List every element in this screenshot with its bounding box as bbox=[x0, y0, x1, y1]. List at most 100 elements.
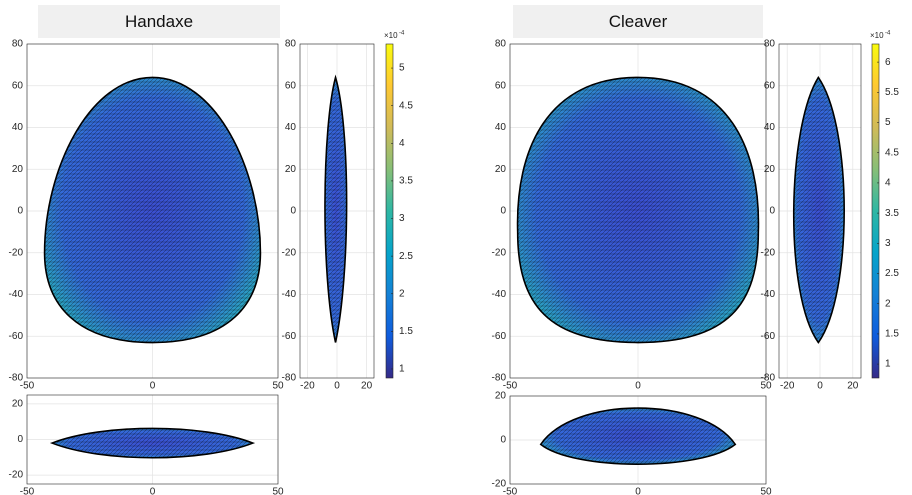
colorbar-tick-label: 5 bbox=[885, 117, 891, 128]
colorbar-tick-label: 3 bbox=[885, 238, 891, 249]
multiplier-exponent: -4 bbox=[885, 31, 891, 37]
x-tick-label: 20 bbox=[361, 381, 373, 392]
colorbar-tick-label: 2 bbox=[885, 298, 891, 309]
x-tick-label: -50 bbox=[503, 381, 518, 392]
y-tick-label: 60 bbox=[764, 80, 776, 91]
mesh-lines bbox=[324, 74, 348, 343]
colorbar-tick-label: 2 bbox=[399, 288, 405, 299]
colorbar-tick-label: 6 bbox=[885, 57, 891, 68]
y-tick-label: -60 bbox=[282, 331, 297, 342]
x-tick-label: -20 bbox=[300, 381, 315, 392]
panel-title: Cleaver bbox=[609, 12, 668, 31]
y-tick-label: -40 bbox=[282, 289, 297, 300]
y-tick-label: -20 bbox=[9, 470, 24, 481]
axes-frame bbox=[509, 395, 767, 485]
x-tick-label: 0 bbox=[817, 381, 823, 392]
x-tick-label: 50 bbox=[760, 487, 772, 495]
y-tick-label: 0 bbox=[17, 434, 23, 445]
colorbar-tick-label: 4.5 bbox=[885, 147, 899, 158]
colorbar bbox=[871, 43, 880, 379]
y-tick-label: 60 bbox=[285, 80, 297, 91]
x-tick-label: 0 bbox=[334, 381, 340, 392]
colorbar-tick-label: 4.5 bbox=[399, 100, 413, 111]
colorbar-tick-label: 1.5 bbox=[399, 326, 413, 337]
colorbar-tick-label: 4 bbox=[399, 138, 405, 149]
title-box bbox=[513, 5, 763, 38]
y-tick-label: 0 bbox=[290, 206, 296, 217]
colorbar-tick-label: 4 bbox=[885, 178, 891, 189]
y-tick-label: -80 bbox=[761, 373, 776, 384]
y-tick-label: 80 bbox=[495, 39, 507, 50]
x-tick-label: -50 bbox=[20, 381, 35, 392]
y-tick-label: 0 bbox=[500, 435, 506, 446]
mesh-lines bbox=[43, 76, 262, 344]
colorbar-tick-label: 2.5 bbox=[885, 268, 899, 279]
multiplier-exponent: -4 bbox=[399, 31, 405, 37]
x-tick-label: -20 bbox=[780, 381, 795, 392]
y-tick-label: 40 bbox=[285, 122, 297, 133]
x-tick-label: -50 bbox=[503, 487, 518, 495]
y-tick-label: 80 bbox=[12, 39, 24, 50]
y-tick-label: 40 bbox=[12, 122, 24, 133]
x-tick-label: 0 bbox=[150, 487, 156, 495]
y-tick-label: 20 bbox=[764, 164, 776, 175]
panel-title: Handaxe bbox=[125, 12, 193, 31]
y-tick-label: 20 bbox=[285, 164, 297, 175]
y-tick-label: -60 bbox=[761, 331, 776, 342]
colorbar-tick-label: 5.5 bbox=[885, 87, 899, 98]
y-tick-label: -80 bbox=[9, 373, 24, 384]
y-tick-label: 80 bbox=[285, 39, 297, 50]
y-tick-label: 20 bbox=[495, 164, 507, 175]
x-tick-label: 50 bbox=[272, 381, 284, 392]
colorbar-tick-label: 2.5 bbox=[399, 251, 413, 262]
colorbar-tick-label: 1 bbox=[399, 364, 405, 375]
y-tick-label: 0 bbox=[769, 206, 775, 217]
title-box bbox=[38, 5, 280, 38]
y-tick-label: 40 bbox=[495, 122, 507, 133]
y-tick-label: 60 bbox=[12, 80, 24, 91]
axes-frame bbox=[26, 394, 279, 485]
mesh-lines bbox=[49, 427, 256, 459]
y-tick-label: 20 bbox=[495, 391, 507, 402]
y-tick-label: -60 bbox=[492, 331, 507, 342]
mesh-lines bbox=[792, 75, 845, 344]
x-tick-label: 50 bbox=[272, 487, 284, 495]
y-tick-label: 0 bbox=[500, 206, 506, 217]
y-tick-label: -40 bbox=[9, 289, 24, 300]
y-tick-label: 60 bbox=[495, 80, 507, 91]
y-tick-label: -20 bbox=[492, 479, 507, 490]
x-tick-label: 50 bbox=[760, 381, 772, 392]
y-tick-label: -60 bbox=[9, 331, 24, 342]
axes-frame bbox=[26, 43, 279, 379]
y-tick-label: -40 bbox=[492, 289, 507, 300]
y-tick-label: 20 bbox=[12, 164, 24, 175]
mesh-lines bbox=[516, 76, 760, 344]
multiplier: ×10 bbox=[870, 31, 884, 40]
y-tick-label: 20 bbox=[12, 399, 24, 410]
axes-frame bbox=[299, 43, 375, 379]
colorbar-tick-label: 1.5 bbox=[885, 329, 899, 340]
axes-frame bbox=[509, 43, 767, 379]
colorbar-tick-label: 5 bbox=[399, 63, 405, 74]
y-tick-label: -20 bbox=[761, 247, 776, 258]
y-tick-label: -80 bbox=[282, 373, 297, 384]
multiplier: ×10 bbox=[384, 31, 398, 40]
y-tick-label: 0 bbox=[17, 206, 23, 217]
x-tick-label: 0 bbox=[150, 381, 156, 392]
x-tick-label: -50 bbox=[20, 487, 35, 495]
y-tick-label: -20 bbox=[492, 247, 507, 258]
y-tick-label: -20 bbox=[9, 247, 24, 258]
y-tick-label: 40 bbox=[764, 122, 776, 133]
colorbar-tick-label: 1 bbox=[885, 359, 891, 370]
y-tick-label: -40 bbox=[761, 289, 776, 300]
y-tick-label: -80 bbox=[492, 373, 507, 384]
colorbar-tick-label: 3.5 bbox=[399, 176, 413, 187]
x-tick-label: 0 bbox=[635, 381, 641, 392]
colorbar-tick-label: 3 bbox=[399, 213, 405, 224]
y-tick-label: 80 bbox=[764, 39, 776, 50]
x-tick-label: 20 bbox=[847, 381, 859, 392]
x-tick-label: 0 bbox=[635, 487, 641, 495]
axes-frame bbox=[778, 43, 862, 379]
